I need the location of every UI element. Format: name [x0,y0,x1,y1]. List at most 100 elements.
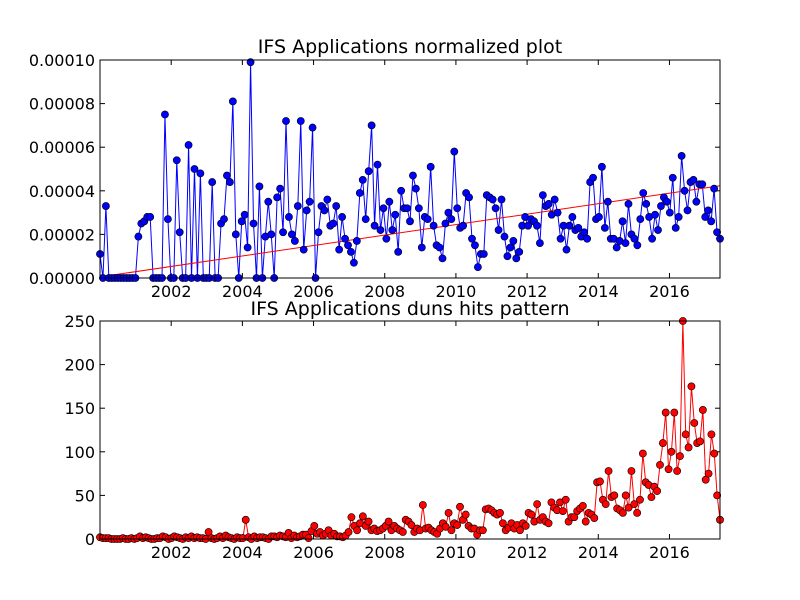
normalized-plot-data-point [411,184,420,193]
duns-hits-plot-data-point [521,522,530,530]
normalized-plot-data-point [302,206,311,215]
normalized-plot-data-point [237,217,246,226]
duns-hits-plot-data-point [444,508,453,517]
normalized-plot-data-point [657,202,665,210]
normalized-plot-data-point [341,234,349,243]
duns-hits-plot-xtick-label: 2012 [507,543,548,562]
duns-hits-plot-data-point [558,507,567,515]
duns-hits-plot-data-point [384,517,393,526]
normalized-plot-data-point [208,178,217,186]
normalized-plot-data-point [465,193,473,202]
normalized-plot-data-point [290,237,299,245]
duns-hits-plot-data-point [690,419,699,427]
normalized-plot-data-point [473,263,482,271]
duns-hits-plot-ytick-label: 100 [64,443,95,462]
normalized-plot-data-point [665,208,674,217]
duns-hits-plot-data-point [581,517,590,526]
duns-hits-plot-data-point [533,500,542,509]
normalized-plot-data-point [417,243,426,252]
duns-hits-plot-area [100,321,720,539]
normalized-plot-data-point [536,239,544,248]
normalized-plot-data-point [225,178,234,186]
normalized-plot-data-point [689,175,698,184]
normalized-plot-data-point [388,226,397,234]
normalized-plot-y-axis: 0.00000 0.00002 0.00004 0.00006 0.00008 0.000… [29,51,720,288]
duns-hits-plot-data-point [636,495,644,504]
normalized-plot-data-point [406,217,414,226]
normalized-plot-data-point [589,173,597,182]
normalized-plot-data-point [370,221,379,230]
duns-hits-plot-data-point [441,522,450,531]
normalized-plot-data-point [710,184,718,193]
normalized-plot-data-point [184,141,193,149]
duns-hits-plot-data-point [407,521,416,529]
normalized-plot-data-point [668,173,677,182]
normalized-plot-frame [99,59,721,279]
normalized-plot-data-point [651,210,659,219]
normalized-plot-data-point [228,97,237,106]
normalized-plot-data-point [282,117,290,125]
normalized-plot-points [96,58,724,282]
duns-hits-plot-xtick-label: 2016 [649,543,690,562]
duns-hits-plot-data-point [647,493,656,502]
duns-hits-plot-data-point [667,447,676,456]
normalized-plot-data-point [671,223,680,232]
duns-hits-plot-xtick-label: 2010 [436,543,477,562]
normalized-plot-data-point [102,202,110,210]
duns-hits-plot-data-point [544,519,553,528]
normalized-plot-data-point [308,123,317,132]
normalized-plot-data-point [538,191,547,200]
duns-hits-plot-data-point [304,534,313,543]
normalized-plot-data-point [500,232,509,241]
normalized-plot-data-point [231,230,240,239]
normalized-plot-data-point [453,204,462,213]
normalized-plot-data-point [361,215,370,224]
normalized-plot-data-point [414,204,423,213]
normalized-plot-title: IFS Applications normalized plot [258,36,562,58]
normalized-plot-data-point [376,226,385,234]
normalized-plot-data-point [382,234,391,243]
normalized-plot-data-point [435,243,444,252]
normalized-plot-data-point [479,250,488,258]
duns-hits-plot-data-point [664,465,673,474]
duns-hits-plot-data-point [478,526,487,535]
duns-hits-plot-xtick-label: 2006 [293,543,334,562]
duns-hits-plot-data-point [353,526,362,535]
duns-hits-plot-data-point [453,521,462,529]
normalized-plot-data-point [314,228,323,237]
duns-hits-plot-data-point [364,517,373,526]
duns-hits-plot-data-point [590,514,599,522]
normalized-plot-data-point [305,197,314,206]
normalized-plot-data-point [598,162,606,171]
duns-hits-plot-data-point [418,501,427,509]
duns-hits-plot-xtick-label: 2014 [578,543,619,562]
duns-hits-plot: IFS Applications duns hits pattern 2002 2… [64,298,724,562]
normalized-plot-data-point [633,241,642,250]
normalized-plot-data-point [276,184,284,193]
normalized-plot-data-point [403,204,411,213]
duns-hits-plot-data-point [344,528,353,536]
normalized-plot-data-point [323,195,332,204]
duns-hits-plot-data-point [684,443,693,452]
normalized-plot-data-point [332,202,341,210]
normalized-plot-data-point [423,215,432,224]
duns-hits-plot-y-axis: 0 50 100 150 200 250 [64,312,720,549]
normalized-plot-data-point [172,156,181,165]
duns-hits-plot-data-point [621,491,630,500]
normalized-plot-data-point [379,204,388,213]
normalized-plot-data-point [713,228,721,237]
duns-hits-plot-data-point [456,502,464,511]
normalized-plot-data-point [662,197,671,206]
normalized-plot-data-point [355,189,364,197]
duns-hits-plot-data-point [604,467,613,475]
duns-hits-plot-data-point [496,508,504,517]
normalized-plot-data-point [509,237,518,245]
duns-hits-plot-data-point [698,406,707,414]
duns-hits-plot-ytick-label: 250 [64,312,95,331]
duns-hits-plot-data-point [596,477,604,486]
normalized-plot-data-point [397,186,406,195]
normalized-plot-data-point [146,213,155,221]
normalized-plot-data-point [707,217,716,226]
normalized-plot-data-point [680,186,689,195]
